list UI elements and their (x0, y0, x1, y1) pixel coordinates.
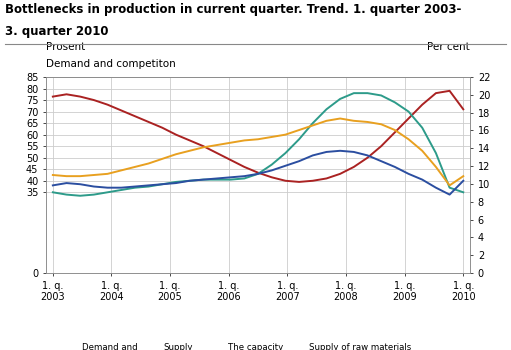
Text: Per cent: Per cent (427, 42, 470, 51)
Text: Bottlenecks in production in current quarter. Trend. 1. quarter 2003-: Bottlenecks in production in current qua… (5, 4, 461, 16)
Text: 3. quarter 2010: 3. quarter 2010 (5, 25, 109, 37)
Legend: Demand and
competiton, Supply
of labour, The capacity
of plant, Supply of raw ma: Demand and competiton, Supply of labour,… (59, 340, 414, 350)
Text: Demand and competiton: Demand and competiton (46, 59, 176, 69)
Text: Prosent: Prosent (46, 42, 85, 51)
